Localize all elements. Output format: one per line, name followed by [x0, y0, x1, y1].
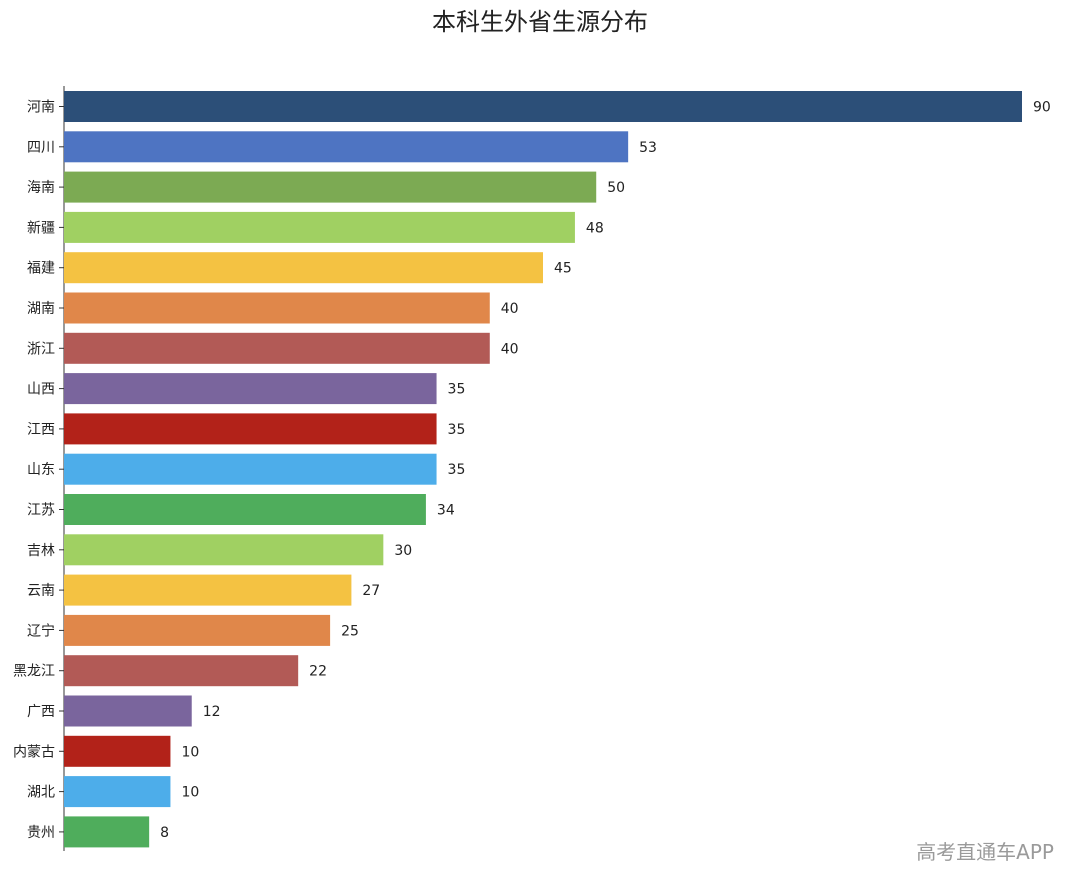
category-label: 江苏 [27, 503, 55, 519]
bar-14 [64, 655, 299, 687]
bar-8 [64, 413, 437, 445]
bar-1 [64, 131, 629, 163]
category-label: 海南 [27, 180, 55, 196]
value-label: 30 [394, 543, 412, 559]
category-label: 黑龙江 [13, 664, 55, 680]
bar-4 [64, 252, 543, 284]
value-label: 34 [437, 503, 455, 519]
category-label: 山西 [27, 382, 55, 398]
category-label: 湖南 [27, 301, 55, 317]
value-label: 10 [181, 744, 199, 760]
category-label: 湖北 [27, 785, 55, 801]
bar-11 [64, 534, 384, 566]
value-label: 35 [448, 462, 466, 478]
value-label: 25 [341, 623, 359, 639]
bar-10 [64, 494, 426, 525]
bar-2 [64, 171, 597, 203]
category-label: 福建 [27, 261, 55, 277]
value-label: 35 [448, 422, 466, 438]
category-label: 河南 [27, 100, 55, 116]
value-label: 10 [181, 785, 199, 801]
value-label: 8 [160, 825, 169, 841]
bar-6 [64, 332, 490, 364]
category-label: 云南 [27, 583, 55, 599]
bar-12 [64, 574, 352, 606]
bar-7 [64, 373, 437, 405]
category-label: 吉林 [27, 543, 55, 559]
category-label: 新疆 [27, 220, 55, 236]
bar-3 [64, 211, 575, 243]
value-label: 12 [203, 704, 221, 720]
category-label: 山东 [27, 462, 55, 478]
value-label: 48 [586, 220, 604, 236]
value-label: 35 [448, 382, 466, 398]
category-label: 江西 [27, 422, 55, 438]
category-label: 贵州 [27, 825, 55, 841]
category-label: 辽宁 [27, 622, 55, 639]
bar-17 [64, 776, 171, 808]
watermark: 高考直通车APP [916, 840, 1054, 864]
value-label: 53 [639, 140, 657, 156]
category-label: 四川 [27, 140, 55, 156]
category-label: 浙江 [27, 341, 55, 357]
bar-5 [64, 292, 490, 324]
category-label: 广西 [27, 704, 55, 720]
value-label: 40 [501, 341, 519, 357]
value-label: 45 [554, 261, 572, 277]
value-label: 27 [362, 583, 380, 599]
bar-15 [64, 695, 192, 727]
bar-9 [64, 453, 437, 485]
bar-16 [64, 735, 171, 767]
bar-0 [64, 91, 1022, 122]
value-label: 22 [309, 664, 327, 680]
value-label: 50 [607, 180, 625, 196]
value-label: 40 [501, 301, 519, 317]
category-label: 内蒙古 [13, 744, 55, 760]
value-label: 90 [1033, 100, 1051, 116]
bar-13 [64, 614, 331, 646]
bar-18 [64, 816, 150, 848]
chart-title: 本科生外省生源分布 [432, 8, 648, 36]
